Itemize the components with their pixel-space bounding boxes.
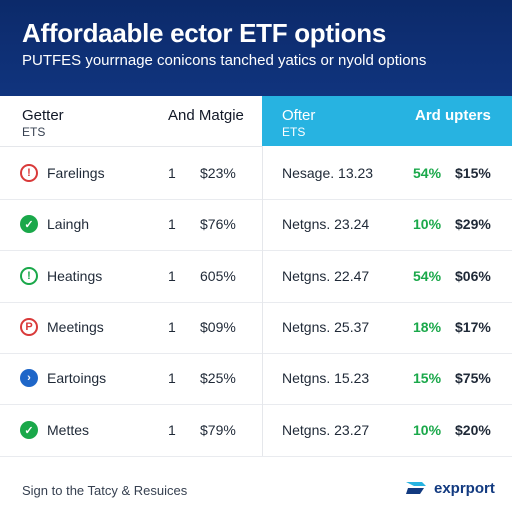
table-header-left: Getter ETS And Matgie: [0, 96, 262, 147]
row-detail: Netgns. 22.47: [282, 268, 370, 284]
brand-mark-icon: [406, 482, 426, 494]
row-detail: Netgns. 23.27: [282, 422, 370, 438]
row-percent: $76%: [200, 216, 236, 232]
row-change: 54%: [413, 165, 442, 181]
arrow-blue-icon: ›: [20, 369, 38, 387]
row-value: $29%: [455, 216, 491, 232]
table-row[interactable]: ! Heatings 1 605% Netgns. 22.47 54% $06%: [0, 251, 512, 303]
row-name: Eartoings: [47, 370, 107, 386]
row-change: 10%: [413, 216, 442, 232]
row-change: 15%: [413, 370, 442, 386]
row-quantity: 1: [168, 319, 176, 335]
row-quantity: 1: [168, 422, 176, 438]
row-name: Meetings: [47, 319, 104, 335]
row-detail: Netgns. 23.24: [282, 216, 370, 232]
row-percent: 605%: [200, 268, 236, 284]
table-row[interactable]: ✓ Laingh 1 $76% Netgns. 23.24 10% $29%: [0, 199, 512, 251]
column-divider: [262, 146, 263, 456]
row-name: Farelings: [47, 165, 105, 181]
info-red-icon: !: [20, 164, 38, 182]
exclamation-green-icon: !: [20, 267, 38, 285]
row-name: Mettes: [47, 422, 90, 438]
column-subheader-ets: ETS: [22, 125, 46, 139]
row-quantity: 1: [168, 268, 176, 284]
row-value: $06%: [455, 268, 491, 284]
check-green-icon: ✓: [20, 215, 38, 233]
row-change: 10%: [413, 422, 442, 438]
row-percent: $09%: [200, 319, 236, 335]
row-quantity: 1: [168, 165, 176, 181]
row-name: Laingh: [47, 216, 90, 232]
brand-logo: exprport: [404, 478, 495, 498]
column-header-ard-upters: Ard upters: [415, 107, 491, 124]
row-name: Heatings: [47, 268, 103, 284]
column-header-getter: Getter: [22, 107, 64, 124]
row-detail: Netgns. 25.37: [282, 319, 370, 335]
p-red-icon: P: [20, 318, 38, 336]
column-header-and-matgie: And Matgie: [168, 107, 244, 124]
page-subtitle: PUTFES yourrnage conicons tanched yatics…: [22, 52, 427, 69]
table-row[interactable]: ! Farelings 1 $23% Nesage. 13.23 54% $15%: [0, 148, 512, 200]
row-value: $17%: [455, 319, 491, 335]
row-detail: Netgns. 15.23: [282, 370, 370, 386]
row-value: $75%: [455, 370, 491, 386]
column-header-ofter: Ofter: [282, 107, 316, 124]
row-quantity: 1: [168, 370, 176, 386]
check-green-icon: ✓: [20, 421, 38, 439]
row-percent: $79%: [200, 422, 236, 438]
footer-link[interactable]: Sign to the Tatcy & Resuices: [22, 483, 188, 498]
row-value: $15%: [455, 165, 491, 181]
row-quantity: 1: [168, 216, 176, 232]
row-detail: Nesage. 13.23: [282, 165, 374, 181]
table-header-right: Ofter ETS Ard upters: [262, 96, 512, 146]
table-row[interactable]: › Eartoings 1 $25% Netgns. 15.23 15% $75%: [0, 353, 512, 405]
column-subheader-ets-right: ETS: [282, 125, 306, 139]
brand-name: exprport: [434, 479, 495, 497]
page-header: Affordaable ector ETF options PUTFES you…: [0, 0, 512, 96]
row-change: 54%: [413, 268, 442, 284]
row-percent: $25%: [200, 370, 236, 386]
row-percent: $23%: [200, 165, 236, 181]
row-value: $20%: [455, 422, 491, 438]
table-row[interactable]: ✓ Mettes 1 $79% Netgns. 23.27 10% $20%: [0, 405, 512, 457]
table-row[interactable]: P Meetings 1 $09% Netgns. 25.37 18% $17%: [0, 302, 512, 354]
row-change: 18%: [413, 319, 442, 335]
page-title: Affordaable ector ETF options: [22, 18, 386, 48]
